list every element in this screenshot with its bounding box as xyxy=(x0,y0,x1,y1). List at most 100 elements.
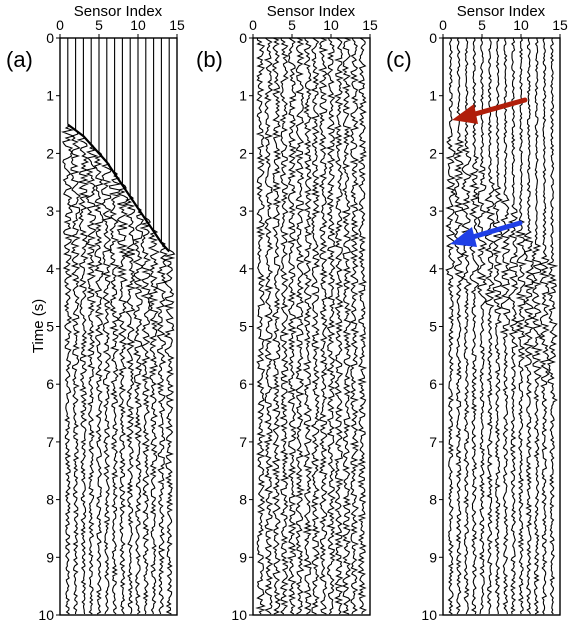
y-tick-label: 7 xyxy=(46,434,54,450)
x-tick-label: 5 xyxy=(95,17,103,33)
blue-arrow xyxy=(450,220,523,247)
y-tick-label: 3 xyxy=(46,203,54,219)
y-tick-label: 7 xyxy=(429,434,437,450)
seismic-trace xyxy=(357,37,368,615)
panel-a-x-axis-title: Sensor Index xyxy=(74,3,163,20)
panel-c-x-axis-title: Sensor Index xyxy=(457,3,546,20)
panel-b-label: (b) xyxy=(196,47,223,72)
seismic-trace xyxy=(349,37,360,615)
panel-b-traces xyxy=(255,37,368,615)
seismic-trace xyxy=(69,38,82,615)
x-tick-label: 5 xyxy=(478,17,486,33)
y-tick-label: 10 xyxy=(38,607,54,623)
seismic-trace xyxy=(460,37,473,615)
y-tick-label: 2 xyxy=(46,145,54,161)
x-tick-label: 15 xyxy=(552,17,568,33)
y-tick-label: 9 xyxy=(239,549,247,565)
y-tick-label: 4 xyxy=(239,261,247,277)
seismic-trace xyxy=(492,37,504,615)
y-tick-label: 6 xyxy=(239,376,247,392)
seismic-trace xyxy=(453,37,465,615)
seismic-trace xyxy=(116,38,129,615)
y-tick-label: 0 xyxy=(46,30,54,46)
y-tick-label: 5 xyxy=(239,319,247,335)
panel-c-traces xyxy=(445,37,559,615)
y-tick-label: 5 xyxy=(46,319,54,335)
seismic-trace xyxy=(522,37,535,615)
x-tick-label: 15 xyxy=(362,17,378,33)
seismic-trace xyxy=(61,38,75,615)
panel-b-frame xyxy=(252,37,371,616)
seismic-trace xyxy=(286,37,297,615)
seismic-trace xyxy=(325,37,336,615)
panel-a-frame xyxy=(59,37,178,616)
y-tick-label: 9 xyxy=(46,549,54,565)
seismic-trace xyxy=(101,38,114,615)
x-tick-label: 0 xyxy=(439,17,447,33)
y-tick-label: 6 xyxy=(46,376,54,392)
y-tick-label: 3 xyxy=(429,203,437,219)
y-tick-label: 2 xyxy=(239,145,247,161)
y-tick-label: 0 xyxy=(429,30,437,46)
panel-a: (a) Sensor Index Time (s) 0 5 10 15 0 1 2 3 4 5 6 7… xyxy=(6,3,185,623)
panel-b-x-axis-title: Sensor Index xyxy=(267,3,356,20)
seismic-trace xyxy=(333,37,345,615)
y-tick-label: 1 xyxy=(46,88,54,104)
seismic-trace xyxy=(108,38,123,615)
seismic-trace xyxy=(155,38,168,615)
x-tick-label: 10 xyxy=(130,17,146,33)
x-tick-label: 10 xyxy=(323,17,339,33)
y-tick-label: 4 xyxy=(46,261,54,277)
panel-c: (c) Sensor Index 0 5 10 15 0 1 2 3 4 5 6 7 8 9 10 xyxy=(386,3,568,623)
panel-a-y-axis-title: Time (s) xyxy=(30,299,47,353)
seismic-trace xyxy=(468,37,481,615)
y-tick-label: 0 xyxy=(239,30,247,46)
y-tick-label: 10 xyxy=(421,607,437,623)
seismic-trace xyxy=(84,38,99,615)
seismic-trace xyxy=(76,38,91,615)
seismic-trace xyxy=(139,38,152,615)
seismic-trace xyxy=(302,37,313,615)
seismic-trace xyxy=(538,37,551,615)
y-tick-label: 6 xyxy=(429,376,437,392)
x-tick-label: 15 xyxy=(169,17,185,33)
seismic-trace xyxy=(507,37,519,615)
x-tick-label: 0 xyxy=(249,17,257,33)
seismic-trace xyxy=(530,37,543,615)
wavefront-line xyxy=(67,123,171,253)
seismic-trace xyxy=(341,37,352,615)
y-tick-label: 1 xyxy=(429,88,437,104)
panel-c-frame xyxy=(442,37,561,616)
x-tick-label: 0 xyxy=(56,17,64,33)
y-tick-label: 8 xyxy=(429,492,437,508)
y-tick-label: 5 xyxy=(429,319,437,335)
seismic-trace xyxy=(147,38,161,615)
seismic-trace xyxy=(445,37,457,615)
seismic-trace xyxy=(484,37,496,615)
seismic-trace xyxy=(514,37,528,615)
seismic-trace xyxy=(546,37,559,615)
seismic-trace xyxy=(476,37,488,615)
panel-a-label: (a) xyxy=(6,47,33,72)
y-tick-label: 8 xyxy=(46,492,54,508)
x-tick-label: 5 xyxy=(288,17,296,33)
seismic-trace xyxy=(162,38,176,615)
x-tick-label: 10 xyxy=(513,17,529,33)
panel-b-tick-labels: 0 5 10 15 0 1 2 3 4 5 6 7 8 9 10 xyxy=(231,17,378,623)
y-tick-label: 1 xyxy=(239,88,247,104)
seismic-trace xyxy=(279,37,290,615)
y-tick-label: 7 xyxy=(239,434,247,450)
seismic-trace xyxy=(310,37,321,615)
seismic-trace xyxy=(255,37,266,615)
y-tick-label: 4 xyxy=(429,261,437,277)
seismic-trace xyxy=(131,38,145,615)
y-tick-label: 2 xyxy=(429,145,437,161)
panel-b: (b) Sensor Index 0 5 10 15 0 1 2 3 4 5 6 7 8 9 10 xyxy=(196,3,378,623)
seismic-trace xyxy=(499,37,511,615)
seismic-trace xyxy=(317,37,329,615)
seismic-trace xyxy=(93,38,105,615)
y-tick-label: 9 xyxy=(429,549,437,565)
y-tick-label: 10 xyxy=(231,607,247,623)
seismic-trace xyxy=(271,37,282,615)
